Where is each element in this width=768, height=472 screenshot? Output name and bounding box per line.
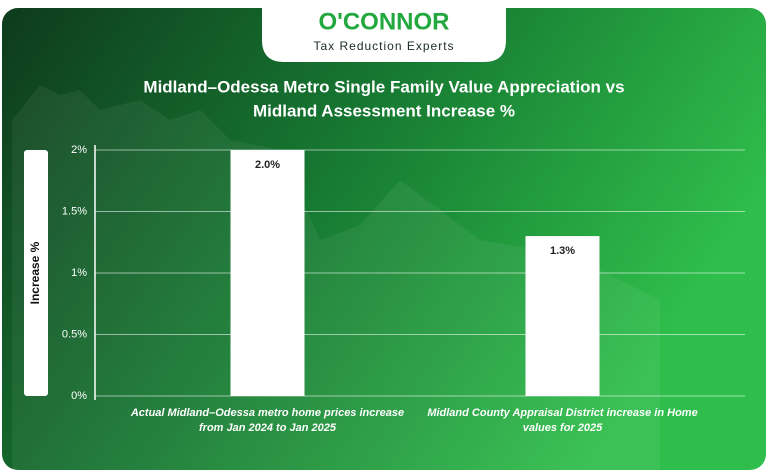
bar [230,150,305,396]
decor-mountain [12,85,660,470]
y-label-box [24,150,48,396]
y-tick-label: 1% [71,267,87,279]
x-tick-label: Midland County Appraisal District increa… [427,407,698,434]
x-tick-label: Actual Midland–Odessa metro home prices … [130,407,405,434]
chart-title: Midland–Odessa Metro Single Family Value… [143,77,624,96]
value-label: 1.3% [550,245,575,257]
logo-name: O'CONNOR [318,8,449,35]
y-tick-label: 0.5% [62,328,87,340]
value-label: 2.0% [255,159,280,171]
y-tick-label: 2% [71,144,87,156]
logo-tab [262,8,506,62]
chart-title: Midland Assessment Increase % [253,101,515,120]
bar [525,236,600,396]
y-tick-label: 1.5% [62,205,87,217]
logo-tagline: Tax Reduction Experts [313,39,454,53]
y-axis-label: Increase % [28,241,42,304]
y-tick-label: 0% [71,390,87,402]
